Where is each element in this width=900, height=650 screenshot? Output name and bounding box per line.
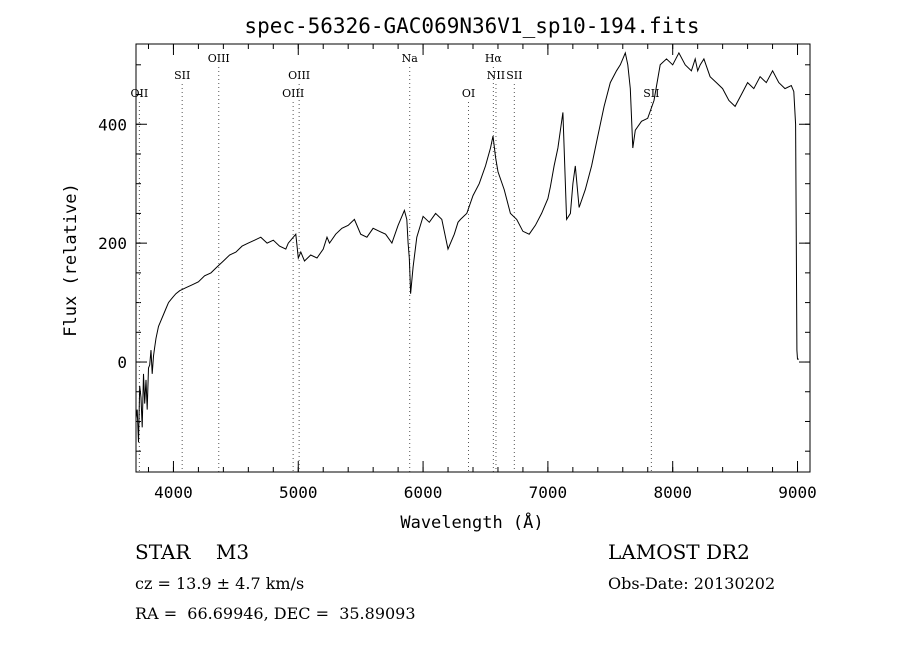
axis-ticks: 4000 5000 6000 7000 8000 9000 0 200 400 bbox=[98, 44, 817, 502]
y-tick-label: 200 bbox=[98, 234, 127, 253]
x-tick-label: 6000 bbox=[404, 483, 443, 502]
chart-title: spec-56326-GAC069N36V1_sp10-194.fits bbox=[244, 14, 699, 38]
object-class: STAR M3 bbox=[135, 540, 250, 564]
x-tick-label: 8000 bbox=[653, 483, 692, 502]
x-axis-label: Wavelength (Å) bbox=[400, 511, 543, 533]
coordinates: RA = 66.69946, DEC = 35.89093 bbox=[135, 604, 416, 623]
y-axis-label: Flux (relative) bbox=[61, 183, 81, 337]
spectral-line-label: Hα bbox=[485, 52, 503, 65]
spectral-line-label: OII bbox=[131, 87, 149, 100]
x-tick-label: 4000 bbox=[154, 483, 193, 502]
spectral-line-label: NII bbox=[487, 69, 505, 82]
spectral-line-label: OIII bbox=[208, 52, 230, 65]
spectral-line-label: OIII bbox=[288, 69, 310, 82]
x-tick-label: 7000 bbox=[529, 483, 568, 502]
spectral-line-label: SII bbox=[506, 69, 522, 82]
y-tick-label: 400 bbox=[98, 115, 127, 134]
observation-date: Obs-Date: 20130202 bbox=[608, 574, 776, 593]
redshift-velocity: cz = 13.9 ± 4.7 km/s bbox=[135, 574, 305, 593]
y-tick-label: 0 bbox=[117, 353, 127, 372]
spectrum-line bbox=[135, 51, 799, 443]
spectral-line-label: OIII bbox=[282, 87, 304, 100]
spectral-line-label: SII bbox=[643, 87, 659, 100]
x-tick-label: 9000 bbox=[778, 483, 817, 502]
spectral-line-label: Na bbox=[402, 52, 419, 65]
spectral-line-label: SII bbox=[174, 69, 190, 82]
survey-name: LAMOST DR2 bbox=[608, 540, 750, 564]
x-tick-label: 5000 bbox=[279, 483, 318, 502]
spectral-line-label: OI bbox=[462, 87, 475, 100]
plot-frame bbox=[135, 43, 811, 473]
